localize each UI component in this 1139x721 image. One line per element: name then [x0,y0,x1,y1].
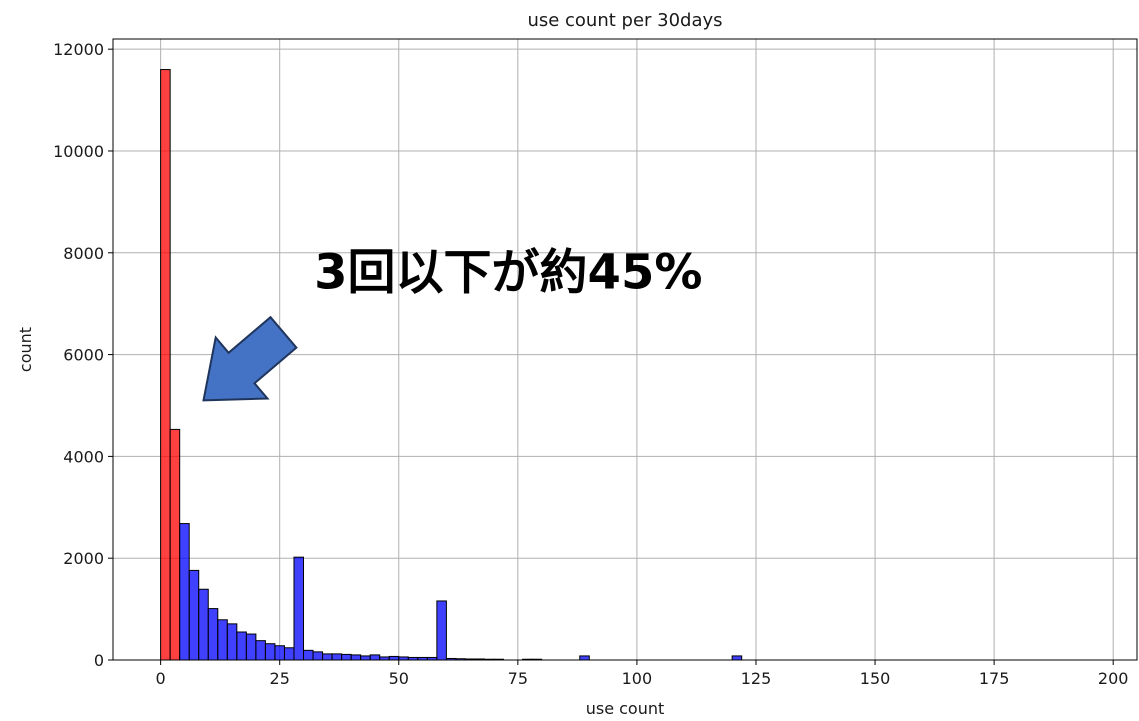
histogram-bar [293,556,305,661]
histogram-bar [360,655,371,661]
x-tick-label: 25 [270,669,290,688]
histogram-bar [303,649,314,661]
histogram-bar [226,623,238,661]
histogram-bar [350,654,362,661]
y-tick-label: 0 [94,651,104,670]
histogram-bar [255,640,266,661]
histogram-bar [217,619,228,661]
y-axis-title: count [16,327,35,372]
histogram-bar [312,651,324,661]
annotation-text: 3回以下が約45% [314,244,702,300]
histogram-bar [236,631,247,661]
histogram-bar [322,653,333,661]
histogram-bar [207,608,219,661]
y-tick-label: 10000 [53,142,104,161]
histogram-bar [341,653,352,661]
x-axis-title: use count [586,699,665,717]
x-tick-label: 0 [156,669,166,688]
histogram-bar [274,645,285,661]
chart-title: use count per 30days [527,10,722,31]
histogram-bar [731,655,743,661]
y-tick-label: 2000 [63,549,104,568]
histogram-bar [369,654,381,661]
histogram-bar [169,428,181,661]
x-tick-label: 175 [979,669,1010,688]
y-tick-label: 4000 [63,447,104,466]
histogram-bar [331,653,343,661]
y-tick-label: 8000 [63,244,104,263]
histogram-bar [283,647,295,661]
histogram-bar [579,655,590,661]
histogram-bar [179,523,190,661]
histogram-bar [388,655,400,661]
histogram-bar [436,600,447,661]
x-tick-label: 200 [1098,669,1129,688]
histogram-bar [245,633,257,661]
histogram-bar [198,588,209,661]
y-tick-label: 12000 [53,40,104,59]
annotation-layer: 3回以下が約45% [202,244,702,402]
x-tick-label: 100 [622,669,653,688]
annotation-arrow-icon [202,315,298,402]
histogram-bar [160,69,171,661]
histogram-bar [264,643,276,661]
ticks-layer: 0 25 50 75 100 125 150 175 200020004000600080001… [53,40,1128,688]
histogram-bar [188,569,200,661]
y-tick-label: 6000 [63,346,104,365]
plot-frame [112,38,1138,661]
x-tick-label: 50 [389,669,409,688]
x-tick-label: 125 [741,669,772,688]
x-tick-label: 150 [860,669,891,688]
x-tick-label: 75 [508,669,528,688]
